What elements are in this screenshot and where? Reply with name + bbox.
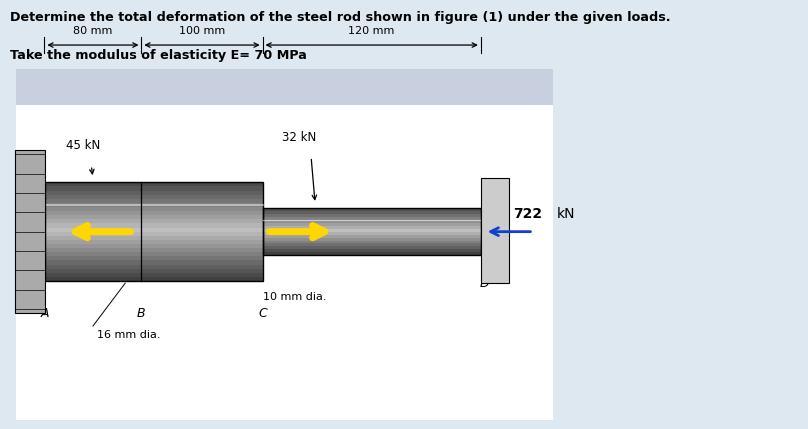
Text: 16 mm dia.: 16 mm dia. bbox=[97, 330, 161, 340]
Bar bbox=[263, 208, 481, 255]
Bar bbox=[45, 244, 263, 248]
Bar bbox=[263, 252, 481, 255]
Bar bbox=[45, 256, 263, 260]
Bar bbox=[263, 232, 481, 235]
Text: Determine the total deformation of the steel rod shown in figure (1) under the g: Determine the total deformation of the s… bbox=[10, 11, 670, 24]
Bar bbox=[45, 240, 263, 244]
Bar bbox=[45, 190, 263, 195]
Text: 45 kN: 45 kN bbox=[66, 139, 100, 152]
Bar bbox=[45, 252, 263, 256]
Text: 120 mm: 120 mm bbox=[348, 26, 395, 36]
Bar bbox=[263, 214, 481, 217]
Text: 10 mm dia.: 10 mm dia. bbox=[263, 292, 326, 302]
Bar bbox=[263, 246, 481, 249]
Text: A: A bbox=[40, 307, 48, 320]
Text: kN: kN bbox=[557, 208, 575, 221]
Bar bbox=[45, 187, 263, 190]
Bar bbox=[45, 248, 263, 252]
Text: D: D bbox=[480, 277, 490, 290]
Bar bbox=[45, 232, 263, 236]
Bar bbox=[45, 277, 263, 281]
Bar bbox=[263, 220, 481, 223]
Bar bbox=[45, 269, 263, 273]
Bar bbox=[45, 219, 263, 224]
Bar bbox=[45, 273, 263, 277]
Bar bbox=[263, 243, 481, 246]
Bar bbox=[45, 195, 263, 199]
Bar bbox=[16, 69, 553, 105]
Bar bbox=[15, 150, 45, 313]
Bar bbox=[263, 223, 481, 226]
Bar bbox=[45, 215, 263, 219]
Bar bbox=[263, 235, 481, 238]
Bar bbox=[16, 105, 553, 420]
Bar bbox=[263, 241, 481, 243]
Bar bbox=[45, 182, 263, 281]
Bar bbox=[45, 199, 263, 203]
Bar bbox=[45, 182, 263, 187]
Bar bbox=[481, 178, 509, 283]
Bar bbox=[263, 226, 481, 229]
Bar bbox=[263, 208, 481, 211]
Bar bbox=[263, 211, 481, 214]
Bar bbox=[263, 238, 481, 241]
Bar bbox=[45, 260, 263, 265]
Bar bbox=[45, 224, 263, 227]
Bar bbox=[45, 227, 263, 232]
Text: 722: 722 bbox=[513, 208, 542, 221]
Bar bbox=[263, 249, 481, 252]
Bar bbox=[263, 229, 481, 232]
Text: Take the modulus of elasticity E= 70 MPa: Take the modulus of elasticity E= 70 MPa bbox=[10, 49, 306, 62]
Text: C: C bbox=[259, 307, 267, 320]
Text: 80 mm: 80 mm bbox=[74, 26, 112, 36]
Bar bbox=[45, 211, 263, 215]
Text: 100 mm: 100 mm bbox=[179, 26, 225, 36]
Text: 32 kN: 32 kN bbox=[282, 131, 316, 144]
Bar bbox=[45, 265, 263, 269]
Text: B: B bbox=[137, 307, 145, 320]
Bar bbox=[45, 236, 263, 240]
Bar bbox=[45, 207, 263, 211]
Bar bbox=[263, 217, 481, 220]
Bar bbox=[45, 203, 263, 207]
